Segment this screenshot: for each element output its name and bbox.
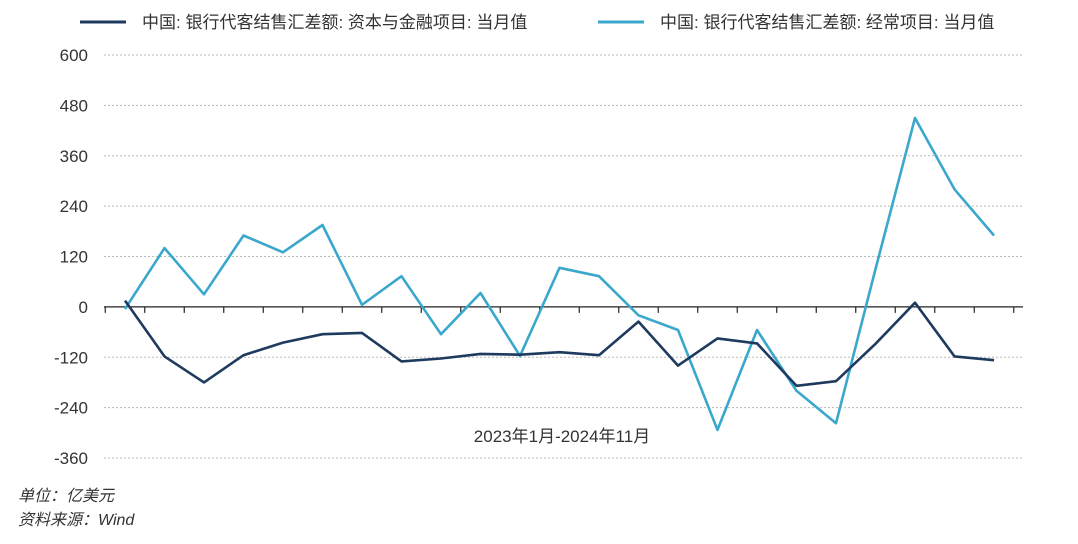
source-note: 资料来源：Wind bbox=[18, 512, 135, 529]
series-line-current-account bbox=[123, 116, 995, 432]
series-lines bbox=[123, 116, 995, 432]
unit-note: 单位：亿美元 bbox=[18, 488, 115, 505]
y-tick-label: 120 bbox=[60, 248, 88, 267]
y-tick-label: 600 bbox=[60, 46, 88, 65]
legend-label-capital-account: 中国: 银行代客结售汇差额: 资本与金融项目: 当月值 bbox=[142, 13, 527, 32]
y-tick-label: 480 bbox=[60, 96, 88, 115]
y-tick-label: -240 bbox=[54, 399, 88, 418]
y-tick-label: -120 bbox=[54, 348, 88, 367]
date-range-annotation: 2023年1月-2024年11月 bbox=[474, 427, 650, 446]
y-axis-tick-labels: -360 -240 -120 0 120 240 360 480 600 bbox=[54, 46, 88, 468]
legend: 中国: 银行代客结售汇差额: 资本与金融项目: 当月值 中国: 银行代客结售汇差… bbox=[80, 13, 994, 32]
y-tick-label: -360 bbox=[54, 449, 88, 468]
legend-label-current-account: 中国: 银行代客结售汇差额: 经常项目: 当月值 bbox=[660, 13, 994, 32]
y-tick-label: 360 bbox=[60, 147, 88, 166]
grid-lines bbox=[104, 54, 1023, 459]
y-tick-label: 240 bbox=[60, 197, 88, 216]
series-line-capital-account bbox=[123, 299, 995, 388]
x-axis-ticks bbox=[104, 306, 1023, 313]
y-tick-label: 0 bbox=[79, 298, 88, 317]
